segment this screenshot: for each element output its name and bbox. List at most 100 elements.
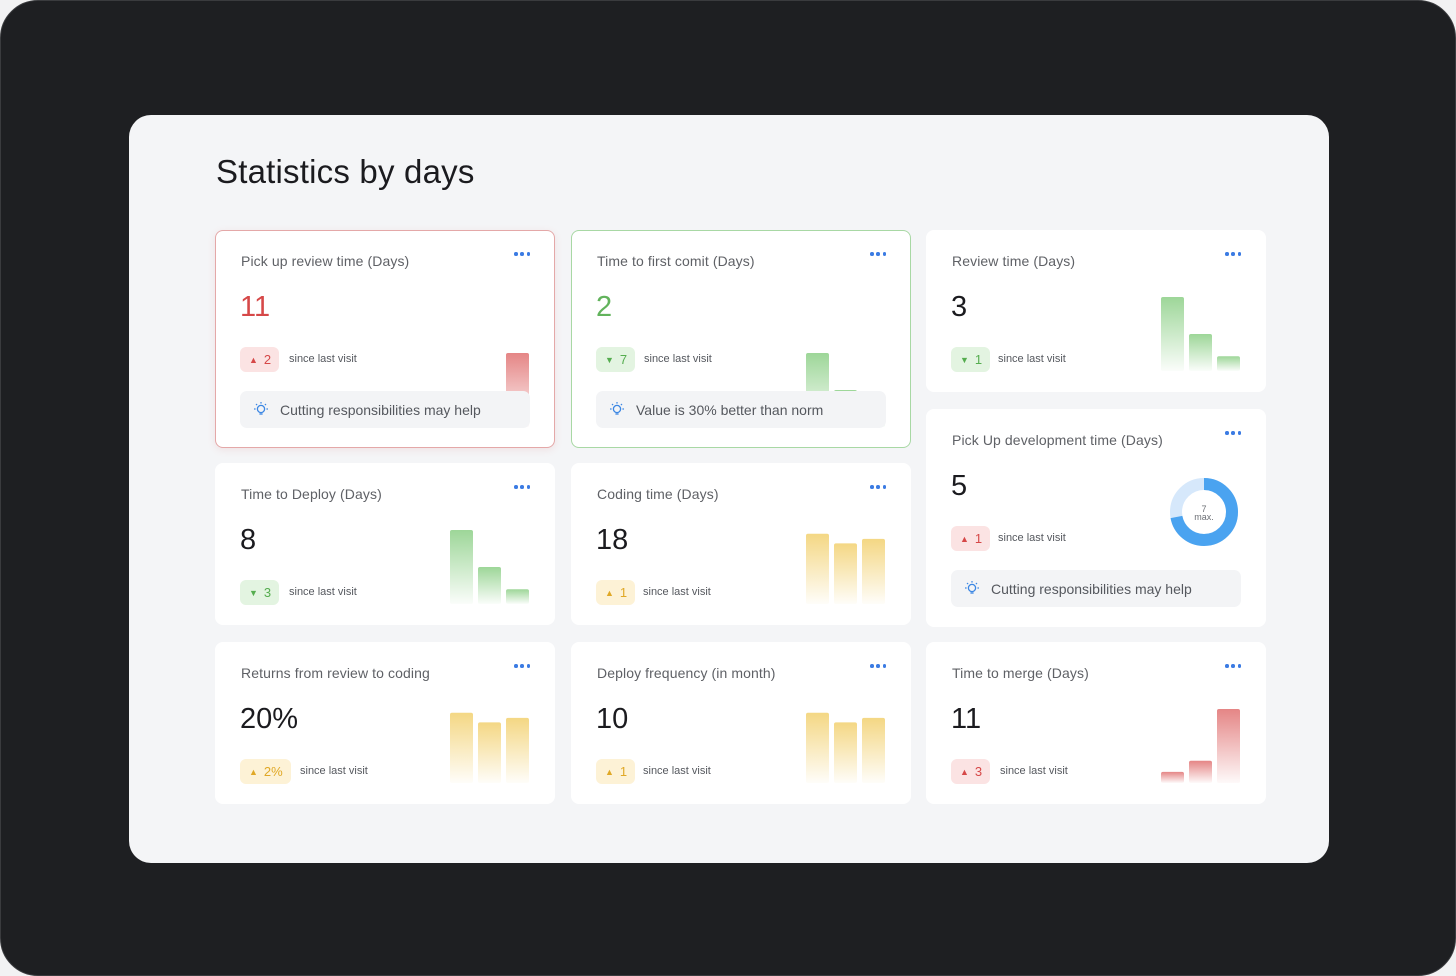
delta-amount: 1	[974, 352, 983, 367]
metric-value: 3	[951, 291, 968, 323]
delta-amount: 1	[619, 585, 628, 600]
since-label: since last visit	[644, 353, 712, 365]
more-dots-icon[interactable]	[1225, 247, 1241, 261]
mini-bar-chart	[1161, 709, 1240, 783]
card-review-time[interactable]: Review time (Days) 3 ▼ 1 since last visi…	[926, 230, 1266, 392]
card-pick-up-review-time[interactable]: Pick up review time (Days) 11 ▲ 2 since …	[215, 230, 555, 448]
bar-1	[834, 722, 857, 783]
metric-value: 11	[951, 703, 982, 735]
bar-0	[806, 712, 829, 783]
bar-1	[1189, 760, 1212, 783]
card-deploy-frequency[interactable]: Deploy frequency (in month) 10 ▲ 1 since…	[571, 642, 911, 804]
bar-2	[506, 589, 529, 604]
delta-badge: ▲ 2%	[240, 759, 291, 784]
more-dots-icon[interactable]	[870, 247, 886, 261]
card-title: Pick Up development time (Days)	[952, 432, 1163, 448]
mini-bar-chart	[806, 533, 885, 604]
mini-bar-chart	[450, 712, 529, 783]
more-dots-icon[interactable]	[514, 247, 530, 261]
delta-badge: ▼ 7	[596, 347, 636, 372]
since-label: since last visit	[289, 353, 357, 365]
delta-badge: ▲ 1	[596, 580, 636, 605]
card-pick-up-development-time[interactable]: Pick Up development time (Days) 5 ▲ 1 si…	[926, 409, 1266, 627]
donut-arc	[1170, 478, 1238, 546]
bar-1	[478, 722, 501, 783]
triangle-down-icon: ▼	[960, 354, 969, 365]
lightbulb-icon	[610, 401, 624, 415]
page-title: Statistics by days	[216, 153, 475, 190]
lightbulb-icon	[254, 401, 268, 415]
metric-value: 2	[596, 291, 613, 323]
lightbulb-icon	[965, 580, 979, 594]
since-label: since last visit	[998, 532, 1066, 544]
tip-text: Cutting responsibilities may help	[280, 401, 481, 418]
tip-box: Cutting responsibilities may help	[240, 391, 530, 428]
donut-label: max.	[1194, 512, 1214, 522]
bar-0	[450, 530, 473, 604]
bar-2	[862, 538, 885, 604]
card-title: Time to first comit (Days)	[597, 253, 755, 269]
since-label: since last visit	[289, 586, 357, 598]
more-dots-icon[interactable]	[1225, 659, 1241, 673]
metric-value: 5	[951, 470, 968, 502]
delta-amount: 1	[619, 764, 628, 779]
tip-box: Value is 30% better than norm	[596, 391, 886, 428]
card-title: Returns from review to coding	[241, 665, 430, 681]
card-returns-from-review[interactable]: Returns from review to coding 20% ▲ 2% s…	[215, 642, 555, 804]
delta-amount: 2%	[263, 764, 283, 779]
triangle-down-icon: ▼	[249, 587, 258, 598]
bar-0	[1161, 771, 1184, 783]
card-coding-time[interactable]: Coding time (Days) 18 ▲ 1 since last vis…	[571, 463, 911, 625]
bar-2	[506, 717, 529, 783]
delta-badge: ▼ 1	[951, 347, 991, 372]
metric-value: 18	[596, 524, 629, 556]
since-label: since last visit	[1000, 765, 1068, 777]
card-title: Review time (Days)	[952, 253, 1076, 269]
metric-value: 20%	[240, 703, 299, 735]
triangle-up-icon: ▲	[249, 354, 258, 365]
bar-1	[478, 567, 501, 604]
delta-badge: ▼ 3	[240, 580, 280, 605]
bar-2	[1217, 356, 1240, 371]
donut-chart: 7 max.	[1170, 478, 1238, 546]
card-title: Pick up review time (Days)	[241, 253, 410, 269]
mini-bar-chart	[806, 712, 885, 783]
triangle-up-icon: ▲	[249, 766, 258, 777]
metric-value: 8	[240, 524, 257, 556]
card-time-to-first-commit[interactable]: Time to first comit (Days) 2 ▼ 7 since l…	[571, 230, 911, 448]
statistics-panel: Statistics by days Pick up review time (…	[129, 115, 1329, 863]
card-title: Time to merge (Days)	[952, 665, 1089, 681]
more-dots-icon[interactable]	[514, 659, 530, 673]
more-dots-icon[interactable]	[870, 480, 886, 494]
bar-0	[1161, 297, 1184, 371]
metric-value: 10	[596, 703, 629, 735]
tip-box: Cutting responsibilities may help	[951, 570, 1241, 607]
delta-badge: ▲ 3	[951, 759, 991, 784]
delta-badge: ▲ 2	[240, 347, 280, 372]
card-time-to-merge[interactable]: Time to merge (Days) 11 ▲ 3 since last v…	[926, 642, 1266, 804]
tip-text: Cutting responsibilities may help	[991, 580, 1192, 597]
mini-bar-chart	[1161, 297, 1240, 371]
more-dots-icon[interactable]	[1225, 426, 1241, 440]
card-title: Deploy frequency (in month)	[597, 665, 776, 681]
triangle-up-icon: ▲	[960, 533, 969, 544]
triangle-up-icon: ▲	[960, 766, 969, 777]
bar-1	[834, 543, 857, 604]
more-dots-icon[interactable]	[514, 480, 530, 494]
since-label: since last visit	[300, 765, 368, 777]
delta-amount: 7	[619, 352, 628, 367]
card-time-to-deploy[interactable]: Time to Deploy (Days) 8 ▼ 3 since last v…	[215, 463, 555, 625]
since-label: since last visit	[998, 353, 1066, 365]
more-dots-icon[interactable]	[870, 659, 886, 673]
delta-amount: 1	[974, 531, 983, 546]
delta-amount: 2	[263, 352, 272, 367]
bar-2	[862, 717, 885, 783]
triangle-down-icon: ▼	[605, 354, 614, 365]
delta-badge: ▲ 1	[596, 759, 636, 784]
delta-amount: 3	[263, 585, 272, 600]
bar-0	[806, 533, 829, 604]
delta-amount: 3	[974, 764, 983, 779]
since-label: since last visit	[643, 586, 711, 598]
donut-value: 7	[1201, 504, 1206, 514]
